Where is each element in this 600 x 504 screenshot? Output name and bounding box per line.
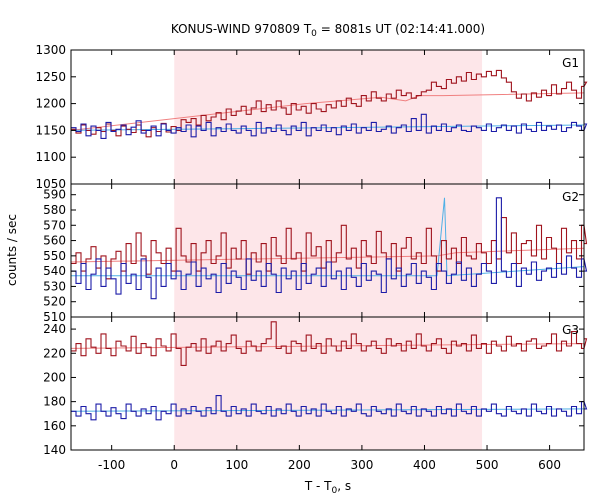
y-tick-label-g1: 1100 — [35, 150, 66, 164]
x-tick-label: 200 — [288, 458, 311, 472]
y-tick-label-g2: 560 — [43, 234, 66, 248]
shaded-interval — [174, 50, 483, 450]
panel-g3: 140 160 180 200 220 240 G3 — [43, 316, 588, 457]
x-tick-label: 0 — [170, 458, 178, 472]
y-tick-label-g2: 570 — [43, 218, 66, 232]
chart-title-rest: = 8081s UT (02:14:41.000) — [317, 22, 485, 36]
y-tick-label-g2: 520 — [43, 295, 66, 309]
chart-title-main: KONUS-WIND 970809 T — [171, 22, 312, 36]
x-axis-label-sub: 0 — [332, 486, 338, 496]
x-tick-label: 400 — [413, 458, 436, 472]
y-tick-label-g1: 1050 — [35, 177, 66, 191]
y-tick-label-g1: 1250 — [35, 70, 66, 84]
x-tick-label: 100 — [225, 458, 248, 472]
panel-label-g1: G1 — [562, 56, 579, 70]
y-tick-label-g3: 240 — [43, 322, 66, 336]
background-fit-g1-1 — [70, 92, 585, 131]
x-tick-label: -100 — [98, 458, 125, 472]
light-curve-g3-blue — [71, 395, 588, 421]
light-curve-g3-red — [71, 321, 588, 366]
y-tick-label-g3: 180 — [43, 395, 66, 409]
panel-frame-g3 — [70, 316, 585, 451]
x-axis-label-rest: , s — [337, 479, 351, 493]
y-tick-label-g2: 510 — [43, 310, 66, 324]
x-axis-label-main: T - T — [304, 479, 332, 493]
y-tick-label-g1: 1200 — [35, 97, 66, 111]
y-tick-label-g2: 590 — [43, 188, 66, 202]
y-tick-label-g3: 220 — [43, 346, 66, 360]
panel-label-g2: G2 — [562, 190, 579, 204]
x-tick-label: 500 — [476, 458, 499, 472]
y-tick-label-g2: 530 — [43, 279, 66, 293]
y-tick-label-g3: 200 — [43, 370, 66, 384]
y-tick-label-g3: 160 — [43, 419, 66, 433]
y-tick-label-g2: 550 — [43, 249, 66, 263]
light-curve-g2-blue — [71, 197, 588, 300]
panel-label-g3: G3 — [562, 323, 579, 337]
x-axis-label: T - T0, s — [304, 479, 351, 496]
light-curve-g1-blue — [71, 113, 588, 139]
y-tick-label-g1: 1300 — [35, 43, 66, 57]
chart-title: KONUS-WIND 970809 T0 = 8081s UT (02:14:4… — [171, 22, 485, 39]
y-tick-label-g2: 580 — [43, 203, 66, 217]
y-tick-label-g1: 1150 — [35, 123, 66, 137]
x-tick-label: 600 — [538, 458, 561, 472]
y-tick-label-g2: 540 — [43, 264, 66, 278]
panel-g1: 1050 1100 1150 1200 1250 1300 G1 — [35, 43, 588, 191]
y-tick-label-g3: 140 — [43, 443, 66, 457]
x-tick-label: 300 — [350, 458, 373, 472]
light-curve-g1-red — [71, 69, 588, 138]
light-curve-g2-red — [71, 217, 588, 280]
y-axis-label: counts / sec — [5, 214, 19, 286]
background-fit-g2-2 — [71, 197, 585, 277]
chart-title-sub: 0 — [311, 29, 317, 39]
